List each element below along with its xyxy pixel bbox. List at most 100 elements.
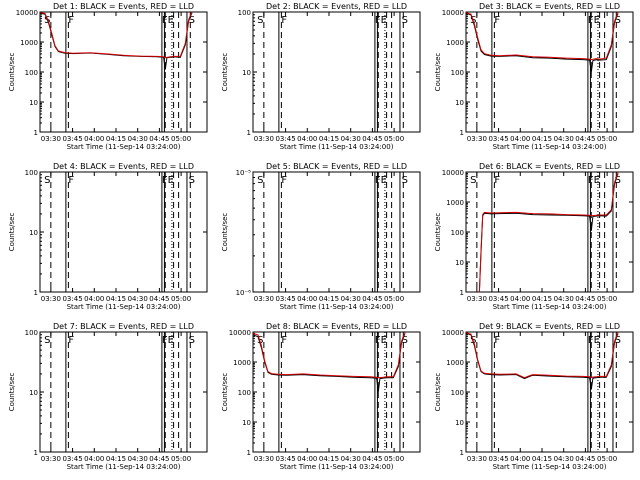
y-tick-label: 10000: [442, 169, 464, 177]
y-tick-label: 10000: [442, 329, 464, 337]
event-marker: S: [615, 175, 621, 186]
x-tick-label: 04:00: [84, 295, 104, 303]
x-axis-label: Start Time (11-Sep-14 03:24:00): [280, 303, 394, 311]
event-marker: S: [257, 15, 263, 26]
plot-frame: [252, 11, 421, 133]
plot-frame: [252, 331, 421, 453]
x-tick-label: 03:30: [254, 295, 274, 303]
plot-frame: [465, 171, 634, 293]
y-tick-label: 10: [455, 99, 464, 107]
y-tick-label: 100: [451, 389, 464, 397]
event-marker: FE: [162, 335, 174, 346]
x-tick-label: 04:15: [532, 455, 552, 463]
x-tick-label: 05:00: [384, 455, 404, 463]
y-tick-label: 100: [451, 69, 464, 77]
x-tick-label: 03:30: [467, 455, 487, 463]
x-tick-label: 04:00: [510, 135, 530, 143]
y-axis-label: Counts/sec: [434, 53, 442, 92]
y-tick-label: 10000: [16, 9, 38, 17]
plot-frame: [252, 171, 421, 293]
event-marker: S: [189, 335, 195, 346]
plot-frame: [465, 331, 634, 453]
event-marker: S: [44, 335, 50, 346]
y-tick-label: 100: [25, 329, 38, 337]
x-tick-label: 03:45: [62, 135, 82, 143]
y-tick-label: 1000: [446, 199, 464, 207]
x-tick-label: 05:00: [171, 455, 191, 463]
x-tick-label: 04:45: [149, 135, 169, 143]
y-tick-label: 10: [242, 419, 251, 427]
event-marker: F: [494, 15, 500, 26]
y-tick-label: 100: [238, 389, 251, 397]
plot-frame: [465, 11, 634, 133]
y-tick-label: 10000: [229, 329, 251, 337]
y-axis-label: Counts/sec: [221, 373, 229, 412]
y-tick-label: 1: [34, 289, 38, 297]
chart-panel-5: Det 5: BLACK = Events, RED = LLD 10⁻⁶ 10⁻⁵…: [221, 162, 421, 311]
y-tick-label: 1: [247, 449, 251, 457]
x-tick-label: 03:45: [488, 295, 508, 303]
event-marker: S: [470, 175, 476, 186]
y-axis-label: Counts/sec: [221, 53, 229, 92]
y-tick-label: 10: [29, 389, 38, 397]
x-tick-label: 05:00: [597, 455, 617, 463]
y-tick-label: 1000: [446, 39, 464, 47]
chart-panel-7: Det 7: BLACK = Events, RED = LLD 1 10 100 03…: [8, 322, 208, 471]
x-axis-label: Start Time (11-Sep-14 03:24:00): [493, 303, 607, 311]
x-axis-label: Start Time (11-Sep-14 03:24:00): [493, 143, 607, 151]
event-marker: S: [189, 15, 195, 26]
event-marker: S: [615, 335, 621, 346]
chart-title: Det 5: BLACK = Events, RED = LLD: [266, 162, 407, 171]
x-tick-label: 03:30: [467, 135, 487, 143]
event-marker: F: [494, 175, 500, 186]
x-tick-label: 04:30: [554, 295, 574, 303]
lld-series-line: [39, 11, 193, 59]
x-tick-label: 04:15: [532, 135, 552, 143]
y-axis-label: Counts/sec: [434, 373, 442, 412]
event-marker: S: [257, 335, 263, 346]
x-tick-label: 03:45: [62, 295, 82, 303]
y-tick-label: 1: [247, 129, 251, 137]
chart-panel-3: Det 3: BLACK = Events, RED = LLD 1 10 100 10…: [434, 2, 634, 151]
chart-title: Det 1: BLACK = Events, RED = LLD: [53, 2, 194, 11]
y-axis-label: Counts/sec: [8, 213, 16, 252]
event-marker: FE: [588, 15, 600, 26]
x-tick-label: 04:00: [297, 135, 317, 143]
event-marker: F: [494, 335, 500, 346]
chart-panel-9: Det 9: BLACK = Events, RED = LLD 1 10 100 10…: [434, 322, 634, 471]
y-tick-label: 10: [455, 259, 464, 267]
x-tick-label: 03:30: [254, 135, 274, 143]
event-marker: FE: [162, 175, 174, 186]
x-tick-label: 04:30: [128, 135, 148, 143]
plot-frame: [39, 171, 208, 293]
y-tick-label: 1000: [233, 359, 251, 367]
chart-title: Det 8: BLACK = Events, RED = LLD: [266, 322, 407, 331]
y-tick-label: 1000: [446, 359, 464, 367]
chart-title: Det 6: BLACK = Events, RED = LLD: [479, 162, 620, 171]
x-tick-label: 03:30: [41, 295, 61, 303]
x-tick-label: 04:15: [319, 135, 339, 143]
x-tick-label: 04:00: [297, 295, 317, 303]
x-tick-label: 05:00: [171, 135, 191, 143]
x-tick-label: 04:15: [319, 295, 339, 303]
y-tick-label: 1: [460, 449, 464, 457]
x-tick-label: 03:45: [488, 135, 508, 143]
x-tick-label: 03:30: [254, 455, 274, 463]
event-marker: S: [402, 335, 408, 346]
x-tick-label: 04:00: [510, 455, 530, 463]
y-tick-label: 10000: [442, 9, 464, 17]
x-axis-label: Start Time (11-Sep-14 03:24:00): [67, 143, 181, 151]
y-axis-label: Counts/sec: [434, 213, 442, 252]
x-tick-label: 05:00: [171, 295, 191, 303]
chart-panel-1: Det 1: BLACK = Events, RED = LLD 1 10 100 10…: [8, 2, 208, 151]
x-tick-label: 04:15: [319, 455, 339, 463]
y-tick-label: 1: [460, 289, 464, 297]
x-axis-label: Start Time (11-Sep-14 03:24:00): [493, 463, 607, 471]
x-tick-label: 04:45: [362, 455, 382, 463]
chart-title: Det 4: BLACK = Events, RED = LLD: [53, 162, 194, 171]
x-tick-label: 04:45: [149, 295, 169, 303]
event-marker: S: [189, 175, 195, 186]
lld-series-line: [478, 172, 619, 293]
y-axis-label: Counts/sec: [8, 53, 16, 92]
event-marker: FE: [588, 335, 600, 346]
